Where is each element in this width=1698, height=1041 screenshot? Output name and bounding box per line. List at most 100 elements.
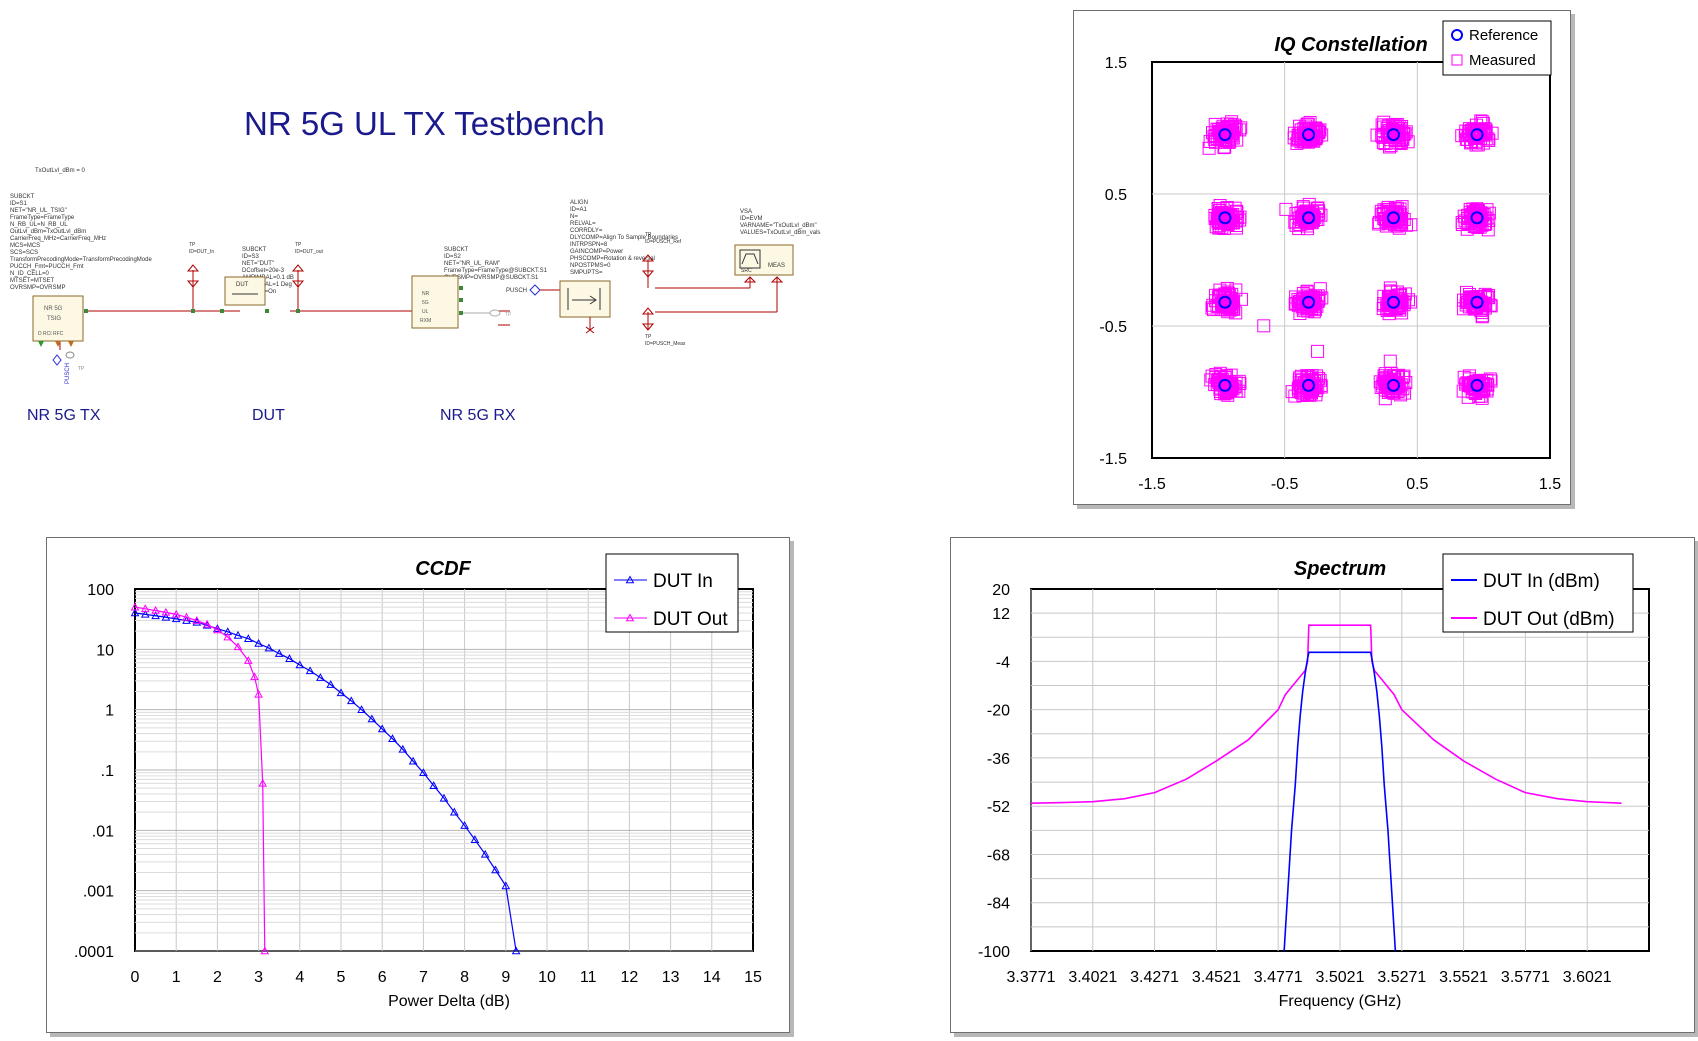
- ccdf-point: [130, 608, 140, 617]
- ccdf-point: [346, 696, 356, 705]
- ccdf-legend-label: DUT In: [653, 571, 713, 592]
- ccdf-xtick-label: 3: [254, 969, 263, 986]
- measured-point: [1476, 297, 1490, 311]
- iq-ytick-label: -0.5: [1099, 319, 1127, 336]
- ccdf-ytick-label: 10: [96, 642, 114, 659]
- svg-text:ID=DUT_In: ID=DUT_In: [189, 249, 214, 255]
- spectrum-xtick-label: 3.3771: [1007, 969, 1056, 986]
- spectrum-ytick-label: 20: [992, 582, 1010, 599]
- measured-point: [1379, 379, 1393, 393]
- schematic-diagram[interactable]: NR 5G TSIG D RCI RFC PUSCH TP TP ID=DUT_…: [0, 0, 920, 440]
- measured-point: [1464, 209, 1478, 223]
- iq-title: IQ Constellation: [1274, 34, 1427, 56]
- spectrum-xtick-label: 3.4271: [1130, 969, 1179, 986]
- align-block[interactable]: [559, 280, 611, 334]
- measured-point: [1395, 306, 1409, 320]
- svg-text:5G: 5G: [422, 300, 429, 306]
- dut-box-label: DUT: [236, 282, 249, 288]
- ccdf-xtick-label: 8: [460, 969, 469, 986]
- ccdf-point: [213, 625, 222, 634]
- measured-point: [1307, 210, 1321, 224]
- measured-point: [1383, 354, 1397, 368]
- measured-point: [1215, 121, 1229, 135]
- ccdf-point: [254, 689, 263, 698]
- testpoint-dut-in[interactable]: TP ID=DUT_In: [186, 242, 214, 313]
- svg-text:MEAS: MEAS: [768, 263, 785, 269]
- ccdf-point: [480, 849, 490, 858]
- pusch-port[interactable]: PUSCH TP: [52, 351, 85, 384]
- ccdf-point: [470, 835, 480, 843]
- testpoint-dut-out[interactable]: TP ID=DUT_out: [291, 242, 324, 313]
- ccdf-point: [326, 680, 336, 688]
- ccdf-point: [260, 946, 270, 955]
- measured-point: [1471, 204, 1485, 218]
- measured-point: [1313, 282, 1327, 296]
- ccdf-xtick-label: 13: [662, 969, 680, 986]
- spectrum-grid: [1030, 589, 1649, 951]
- spectrum-ytick-label: -20: [987, 703, 1010, 720]
- spectrum-xtick-label: 3.4021: [1068, 969, 1117, 986]
- svg-text:SRC: SRC: [741, 268, 752, 274]
- spectrum-ytick-label: -68: [987, 847, 1010, 864]
- measured-point: [1220, 303, 1234, 317]
- spectrum-xlabel: Frequency (GHz): [1279, 993, 1402, 1010]
- ccdf-ytick-label: 1: [105, 703, 114, 720]
- vsa-params: VSA ID=EVM VARNAME="TxOutLvl_dBm" VALUES…: [740, 209, 821, 236]
- ccdf-xtick-label: 0: [131, 969, 140, 986]
- align-params: ALIGN ID=A1 N= RELVAL= CORRDLY= DLYCOMP=…: [570, 200, 678, 276]
- ccdf-xtick-label: 7: [419, 969, 428, 986]
- ccdf-ytick-label: .0001: [74, 944, 114, 961]
- reference-point: [1386, 128, 1400, 142]
- iq-constellation-chart[interactable]: IQ Constellation -1.5 -0.5 0.5 1.5 1.5 0.5 -0.5…: [1074, 11, 1570, 504]
- spectrum-title: Spectrum: [1294, 558, 1386, 580]
- ccdf-legend-marker: [625, 575, 635, 584]
- pusch-input[interactable]: PUSCH: [506, 284, 560, 296]
- vsa-block[interactable]: SRC MEAS: [734, 244, 794, 283]
- reference-point: [1470, 128, 1484, 142]
- nr-5g-rx-block[interactable]: NR 5G UL RXM TP: [411, 275, 512, 329]
- spectrum-series-line: [1030, 624, 1622, 804]
- measured-point: [1465, 127, 1479, 141]
- ccdf-legend: DUT In DUT Out: [605, 553, 739, 633]
- pusch-input-label: PUSCH: [506, 288, 527, 294]
- measured-point: [1233, 213, 1247, 227]
- ccdf-point: [254, 638, 263, 647]
- ccdf-point: [258, 778, 268, 787]
- measured-point: [1229, 221, 1243, 235]
- ccdf-point: [250, 672, 259, 681]
- measured-point: [1457, 370, 1471, 384]
- iq-ytick-label: 0.5: [1105, 187, 1127, 204]
- ccdf-point: [243, 656, 253, 664]
- spectrum-xtick-label: 3.4771: [1254, 969, 1303, 986]
- measured-point: [1217, 141, 1231, 155]
- spectrum-chart[interactable]: Spectrum 3.3771 3.4021 3.4271 3.4521 3.4771 3.…: [951, 538, 1694, 1032]
- ccdf-point: [316, 673, 325, 681]
- reference-point: [1386, 295, 1400, 309]
- measured-point: [1299, 119, 1313, 133]
- ccdf-legend-marker: [625, 613, 635, 622]
- ccdf-point: [460, 821, 469, 829]
- measured-point: [1229, 119, 1243, 133]
- nr-5g-tx-block[interactable]: NR 5G TSIG D RCI RFC: [32, 295, 88, 347]
- svg-text:TP: TP: [78, 366, 85, 372]
- iq-legend-box: [1442, 20, 1552, 76]
- ccdf-point: [429, 781, 439, 789]
- reference-point: [1470, 295, 1484, 309]
- tx-port-tsig: TSIG: [47, 316, 61, 322]
- ccdf-point: [171, 609, 181, 618]
- svg-text:TP: TP: [295, 242, 302, 248]
- dut-block[interactable]: DUT: [220, 276, 269, 313]
- reference-point: [1470, 211, 1484, 225]
- ccdf-xtick-label: 10: [538, 969, 556, 986]
- ccdf-grid: [135, 589, 753, 952]
- spectrum-ytick-label: -4: [996, 654, 1010, 671]
- testpoint-pusch-ref[interactable]: TP ID=PUSCH_Ref: [641, 232, 682, 288]
- measured-point: [1301, 388, 1315, 402]
- ccdf-point: [377, 724, 387, 733]
- reference-point: [1218, 378, 1232, 392]
- ccdf-point: [274, 649, 284, 657]
- spectrum-panel: Spectrum 3.3771 3.4021 3.4271 3.4521 3.4771 3.…: [950, 537, 1695, 1033]
- testpoint-pusch-meas[interactable]: TP ID=PUSCH_Meas: [641, 307, 686, 347]
- iq-ytick-label: 1.5: [1105, 55, 1127, 72]
